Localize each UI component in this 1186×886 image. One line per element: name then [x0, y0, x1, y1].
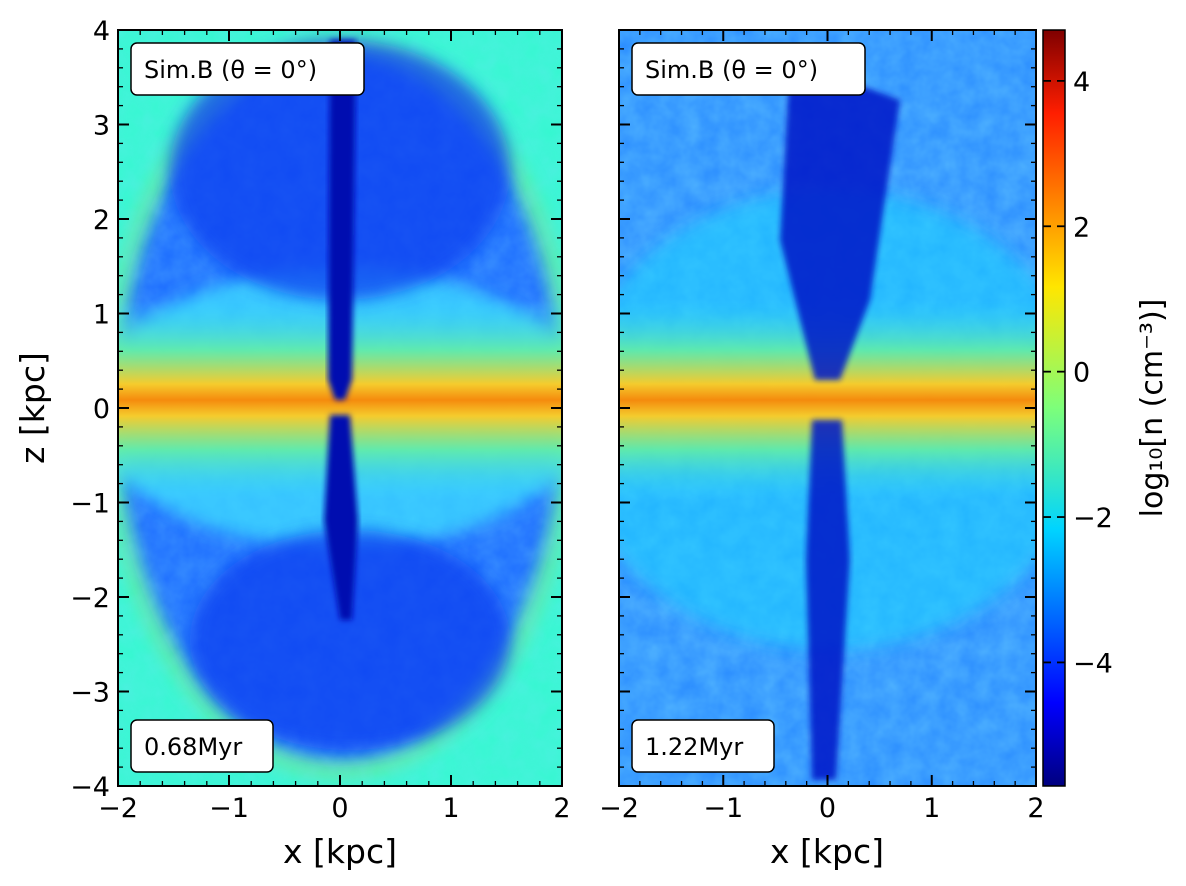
right-x-tick-label: 2 — [1027, 793, 1044, 824]
left-y-tick-label: 3 — [93, 111, 110, 142]
colorbar: 4 2 0 −2 −4 log₁₀[n (cm⁻³)] — [1042, 29, 1170, 787]
left-y-tick-label: 1 — [93, 300, 110, 331]
left-sim-label: Sim.B (θ = 0°) — [144, 56, 317, 84]
left-y-tick-label: 2 — [93, 205, 110, 236]
colorbar-gradient — [1042, 29, 1066, 787]
left-x-tick-label: −1 — [209, 793, 249, 824]
y-axis-label: z [kpc] — [13, 352, 52, 464]
right-axes: −2 −1 0 1 2 — [599, 29, 1045, 824]
left-y-tick-label: 4 — [93, 16, 110, 47]
colorbar-tick-label: −4 — [1073, 648, 1113, 679]
right-x-tick-label: −2 — [599, 793, 639, 824]
left-x-tick-label: −2 — [98, 793, 138, 824]
colorbar-tick-label: 2 — [1073, 212, 1090, 243]
right-x-axis-label: x [kpc] — [770, 832, 884, 871]
colorbar-label: log₁₀[n (cm⁻³)] — [1135, 299, 1170, 518]
right-panel: −2 −1 0 1 2 Sim.B (θ = 0°) 1.22Myr x [kpc] — [599, 29, 1045, 871]
left-x-tick-label: 2 — [553, 793, 570, 824]
left-time-label-box — [130, 719, 274, 773]
colorbar-tick-label: 0 — [1073, 358, 1090, 389]
left-y-tick-label: 0 — [93, 394, 110, 425]
left-time-label: 0.68Myr — [144, 733, 242, 761]
right-time-label: 1.22Myr — [645, 733, 743, 761]
left-x-axis-label: x [kpc] — [283, 832, 397, 871]
colorbar-ticks: 4 2 0 −2 −4 — [1043, 67, 1113, 679]
left-density-image — [118, 30, 562, 786]
right-sim-label: Sim.B (θ = 0°) — [645, 56, 818, 84]
left-y-tick-label: −1 — [70, 489, 110, 520]
left-y-tick-label: −2 — [70, 583, 110, 614]
left-sim-label-box — [130, 42, 365, 96]
left-x-tick-label: 1 — [442, 793, 459, 824]
right-density-image — [619, 30, 1036, 786]
colorbar-tick-label: −2 — [1073, 503, 1113, 534]
left-x-tick-label: 0 — [331, 793, 348, 824]
left-axes: −2 −1 0 1 2 −4 −3 −2 −1 0 1 2 3 4 — [70, 16, 570, 824]
right-x-tick-label: 1 — [923, 793, 940, 824]
left-y-tick-label: −4 — [70, 772, 110, 803]
right-x-tick-label: 0 — [819, 793, 836, 824]
colorbar-tick-label: 4 — [1073, 67, 1090, 98]
right-sim-label-box — [631, 42, 866, 96]
left-y-tick-label: −3 — [70, 678, 110, 709]
left-panel: −2 −1 0 1 2 −4 −3 −2 −1 0 1 2 3 4 Sim.B (θ = 0°) 0.68… — [13, 16, 571, 871]
right-x-tick-label: −1 — [703, 793, 743, 824]
right-time-label-box — [631, 719, 775, 773]
